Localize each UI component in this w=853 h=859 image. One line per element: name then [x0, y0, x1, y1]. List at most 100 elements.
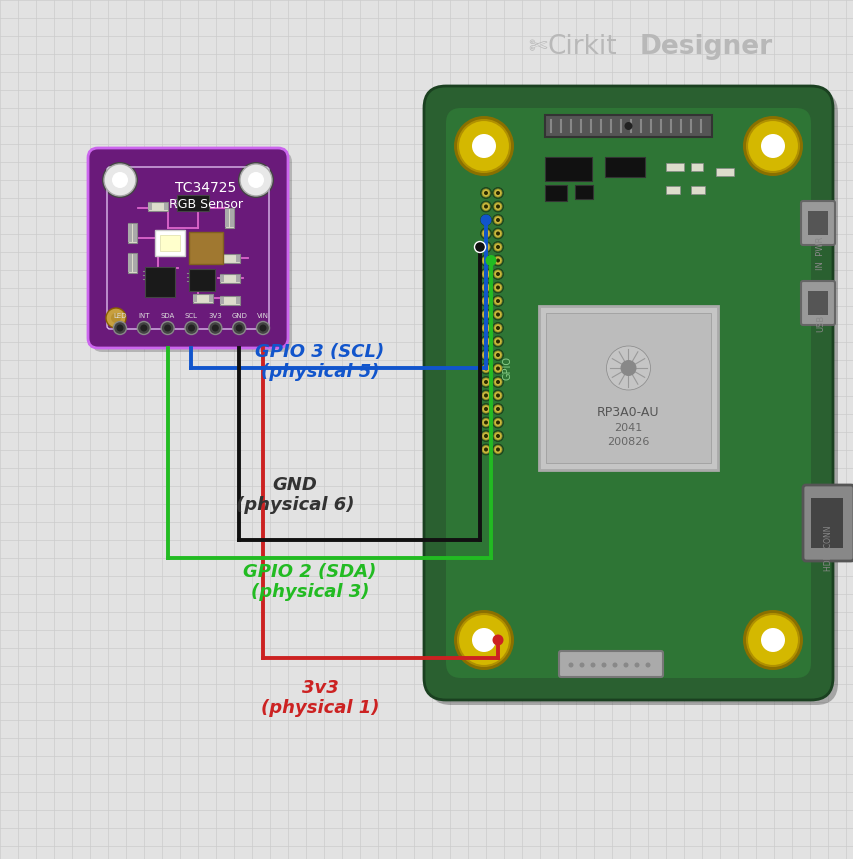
Text: SDA: SDA	[160, 313, 175, 319]
Circle shape	[492, 269, 503, 279]
Circle shape	[746, 614, 798, 666]
Circle shape	[493, 338, 502, 345]
FancyBboxPatch shape	[189, 269, 215, 291]
FancyBboxPatch shape	[154, 230, 185, 256]
Circle shape	[481, 432, 490, 440]
Text: IN  PWR: IN PWR	[815, 236, 825, 270]
Circle shape	[493, 310, 502, 319]
Circle shape	[492, 404, 503, 415]
Circle shape	[481, 283, 490, 291]
Circle shape	[496, 367, 499, 370]
FancyBboxPatch shape	[604, 157, 644, 177]
Circle shape	[212, 325, 218, 332]
FancyBboxPatch shape	[128, 224, 132, 242]
Text: RGB Sensor: RGB Sensor	[169, 198, 243, 210]
Text: INT: INT	[138, 313, 149, 319]
Text: (physical 3): (physical 3)	[251, 583, 368, 601]
FancyBboxPatch shape	[544, 157, 591, 181]
Text: 3V3: 3V3	[208, 313, 222, 319]
Circle shape	[601, 662, 606, 667]
Circle shape	[492, 430, 503, 442]
FancyBboxPatch shape	[128, 253, 137, 273]
Circle shape	[480, 255, 491, 266]
FancyBboxPatch shape	[665, 163, 683, 171]
Text: SCL: SCL	[185, 313, 198, 319]
Circle shape	[496, 421, 499, 424]
Circle shape	[185, 321, 198, 334]
Circle shape	[164, 325, 171, 332]
Circle shape	[493, 283, 502, 291]
Circle shape	[493, 392, 502, 399]
FancyBboxPatch shape	[189, 232, 223, 264]
FancyBboxPatch shape	[193, 277, 197, 283]
Circle shape	[492, 322, 503, 333]
FancyBboxPatch shape	[160, 235, 180, 251]
Circle shape	[606, 346, 650, 390]
Circle shape	[481, 216, 490, 224]
FancyBboxPatch shape	[92, 152, 292, 352]
Text: GND: GND	[272, 476, 317, 494]
Circle shape	[492, 350, 503, 361]
Circle shape	[484, 367, 487, 370]
Circle shape	[484, 353, 487, 357]
FancyBboxPatch shape	[88, 148, 287, 348]
Circle shape	[484, 421, 487, 424]
Circle shape	[620, 360, 635, 376]
FancyBboxPatch shape	[428, 91, 837, 705]
Circle shape	[493, 216, 502, 224]
FancyBboxPatch shape	[544, 115, 711, 137]
Circle shape	[496, 380, 499, 384]
Circle shape	[480, 282, 491, 293]
Circle shape	[188, 325, 194, 332]
Circle shape	[480, 201, 491, 212]
Circle shape	[481, 351, 490, 359]
Circle shape	[493, 243, 502, 251]
Circle shape	[484, 313, 487, 316]
Circle shape	[232, 321, 246, 334]
FancyBboxPatch shape	[220, 253, 240, 263]
Circle shape	[492, 215, 503, 226]
Circle shape	[496, 231, 499, 235]
Circle shape	[493, 203, 502, 210]
Circle shape	[589, 662, 595, 667]
Circle shape	[480, 376, 491, 387]
Circle shape	[480, 417, 491, 428]
Circle shape	[624, 122, 632, 130]
Circle shape	[492, 241, 503, 253]
Circle shape	[481, 405, 490, 413]
Circle shape	[474, 241, 485, 253]
Circle shape	[112, 172, 128, 188]
FancyBboxPatch shape	[188, 203, 192, 210]
FancyBboxPatch shape	[164, 203, 168, 210]
Circle shape	[259, 325, 266, 332]
Circle shape	[480, 187, 491, 198]
FancyBboxPatch shape	[810, 498, 842, 548]
Circle shape	[256, 321, 270, 334]
Circle shape	[111, 313, 121, 323]
Circle shape	[492, 390, 503, 401]
FancyBboxPatch shape	[220, 296, 223, 303]
FancyBboxPatch shape	[690, 186, 705, 194]
Circle shape	[484, 393, 487, 398]
Text: LED: LED	[113, 313, 126, 319]
Circle shape	[113, 321, 126, 334]
Text: HDMI CONN: HDMI CONN	[823, 525, 833, 570]
Circle shape	[247, 172, 264, 188]
Circle shape	[480, 430, 491, 442]
Circle shape	[457, 614, 509, 666]
Circle shape	[472, 134, 496, 158]
Circle shape	[492, 255, 503, 266]
Circle shape	[484, 448, 487, 452]
Circle shape	[481, 338, 490, 345]
FancyBboxPatch shape	[209, 277, 212, 283]
FancyBboxPatch shape	[574, 185, 592, 199]
Circle shape	[484, 191, 487, 195]
Circle shape	[480, 215, 491, 226]
FancyBboxPatch shape	[235, 275, 240, 282]
Circle shape	[454, 610, 514, 670]
FancyBboxPatch shape	[128, 254, 132, 272]
Circle shape	[480, 336, 491, 347]
Circle shape	[492, 444, 503, 455]
FancyBboxPatch shape	[177, 195, 209, 211]
Circle shape	[484, 339, 487, 344]
